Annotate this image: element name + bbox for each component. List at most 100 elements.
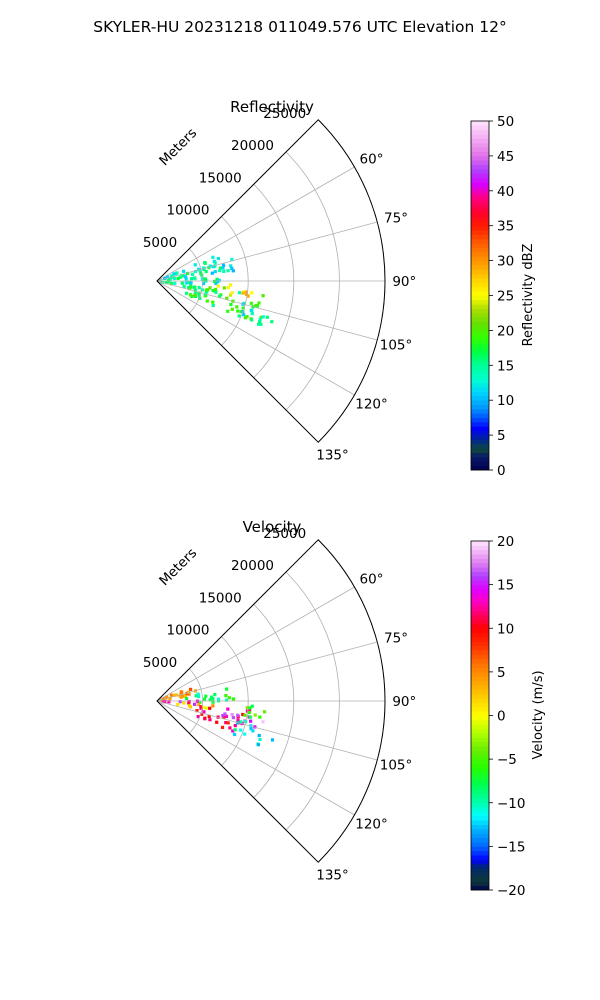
echo-gate	[209, 695, 214, 699]
echo-region	[216, 283, 233, 290]
echo-gate	[251, 729, 255, 733]
colorbar-segment	[471, 278, 489, 283]
colorbar-segment	[471, 299, 489, 305]
echo-gate	[193, 702, 197, 706]
echo-gate	[173, 281, 177, 285]
colorbar-segment	[471, 147, 489, 152]
colorbar-segment	[471, 465, 489, 471]
range-tick-label: 10000	[167, 623, 210, 639]
range-tick-label: 10000	[167, 203, 210, 219]
echo-gate	[230, 307, 234, 311]
polar-frame	[156, 539, 386, 863]
colorbar-segment	[471, 264, 489, 270]
colorbar-segment	[471, 273, 489, 279]
colorbar	[470, 120, 490, 471]
echo-region	[161, 699, 199, 706]
colorbar-segment	[471, 134, 489, 139]
echo-gate	[233, 728, 237, 732]
echo-gate	[213, 693, 217, 697]
echo-gate	[187, 701, 191, 705]
colorbar-tick-label: 45	[497, 149, 514, 165]
colorbar-tick-label: 35	[497, 219, 514, 235]
echo-gate	[199, 271, 203, 275]
echo-gate	[193, 270, 198, 274]
colorbar-segment	[471, 225, 489, 231]
colorbar-segment	[471, 168, 489, 174]
colorbar-segment	[471, 593, 489, 599]
colorbar-segment	[471, 885, 489, 891]
echo-gate	[182, 269, 186, 273]
colorbar-segment	[471, 155, 489, 161]
colorbar-tick-labels: 0 5 10 15 20 25 30 35 40 45 50	[489, 114, 514, 479]
colorbar-segment	[471, 863, 489, 869]
echo-gate	[230, 291, 234, 295]
colorbar-segment	[471, 820, 489, 825]
colorbar-segment	[471, 291, 489, 296]
echo-gate	[180, 273, 184, 277]
echo-gate	[248, 715, 252, 719]
echo-gate	[165, 281, 169, 285]
colorbar-segment	[471, 182, 489, 187]
colorbar-segment	[471, 452, 489, 458]
colorbar-segment	[471, 763, 489, 769]
colorbar-segment	[471, 177, 489, 183]
azimuth-tick-label: 60°	[360, 151, 384, 167]
echo-gate	[265, 315, 269, 319]
colorbar-segment	[471, 850, 489, 856]
colorbar-segment	[471, 352, 489, 357]
colorbar-segment	[471, 807, 489, 812]
echo-gate	[208, 286, 212, 290]
echo-gate	[208, 706, 212, 710]
colorbar-segment	[471, 737, 489, 743]
colorbar-segment	[471, 654, 489, 660]
colorbar-tick-label: 10	[497, 621, 514, 637]
echo-gate	[191, 272, 195, 276]
polar-frame	[156, 119, 386, 443]
azimuth-gridline	[156, 280, 378, 341]
colorbar-segment	[471, 234, 489, 240]
echo-gate	[199, 706, 203, 710]
colorbar-segment	[471, 776, 489, 782]
echo-gate	[180, 281, 184, 285]
echo-gate	[167, 700, 171, 704]
echo-gate	[176, 702, 180, 706]
colorbar-segment	[471, 387, 489, 392]
colorbar-segment	[471, 549, 489, 555]
colorbar-segment	[471, 426, 489, 432]
echo-gate	[261, 294, 265, 298]
azimuth-gridline	[156, 700, 355, 816]
colorbar-segment	[471, 833, 489, 839]
echo-gate	[255, 304, 259, 308]
echo-gate	[203, 697, 207, 701]
colorbar-segment	[471, 422, 489, 427]
echo-gate	[223, 712, 227, 716]
colorbar-segment	[471, 562, 489, 568]
echo-gate	[196, 715, 200, 719]
colorbar-segment	[471, 443, 489, 449]
range-tick-label: 25000	[263, 526, 306, 542]
echo-gate	[233, 724, 237, 728]
colorbar-segment	[471, 417, 489, 423]
echo-gate	[176, 276, 180, 280]
echo-gate	[231, 729, 235, 733]
range-tick-label: 5000	[143, 655, 177, 671]
echo-gate	[193, 285, 197, 289]
echo-gate	[258, 737, 262, 742]
colorbar-segment	[471, 125, 489, 131]
echo-gate	[249, 301, 253, 305]
echo-gate	[185, 271, 190, 275]
azimuth-tick-label: 75°	[384, 211, 408, 227]
colorbar-segment	[471, 754, 489, 760]
echo-gate	[168, 277, 172, 282]
echo-gate	[221, 714, 225, 718]
echo-gate	[200, 273, 204, 277]
echo-gate	[243, 713, 247, 717]
echo-gate	[250, 704, 254, 708]
colorbar-segment	[471, 238, 489, 244]
echo-gate	[189, 277, 193, 281]
echo-gate	[245, 315, 249, 319]
echo-gate	[224, 698, 229, 702]
colorbar-segment	[471, 619, 489, 625]
colorbar-segment	[471, 247, 489, 253]
colorbar-segment	[471, 199, 489, 205]
